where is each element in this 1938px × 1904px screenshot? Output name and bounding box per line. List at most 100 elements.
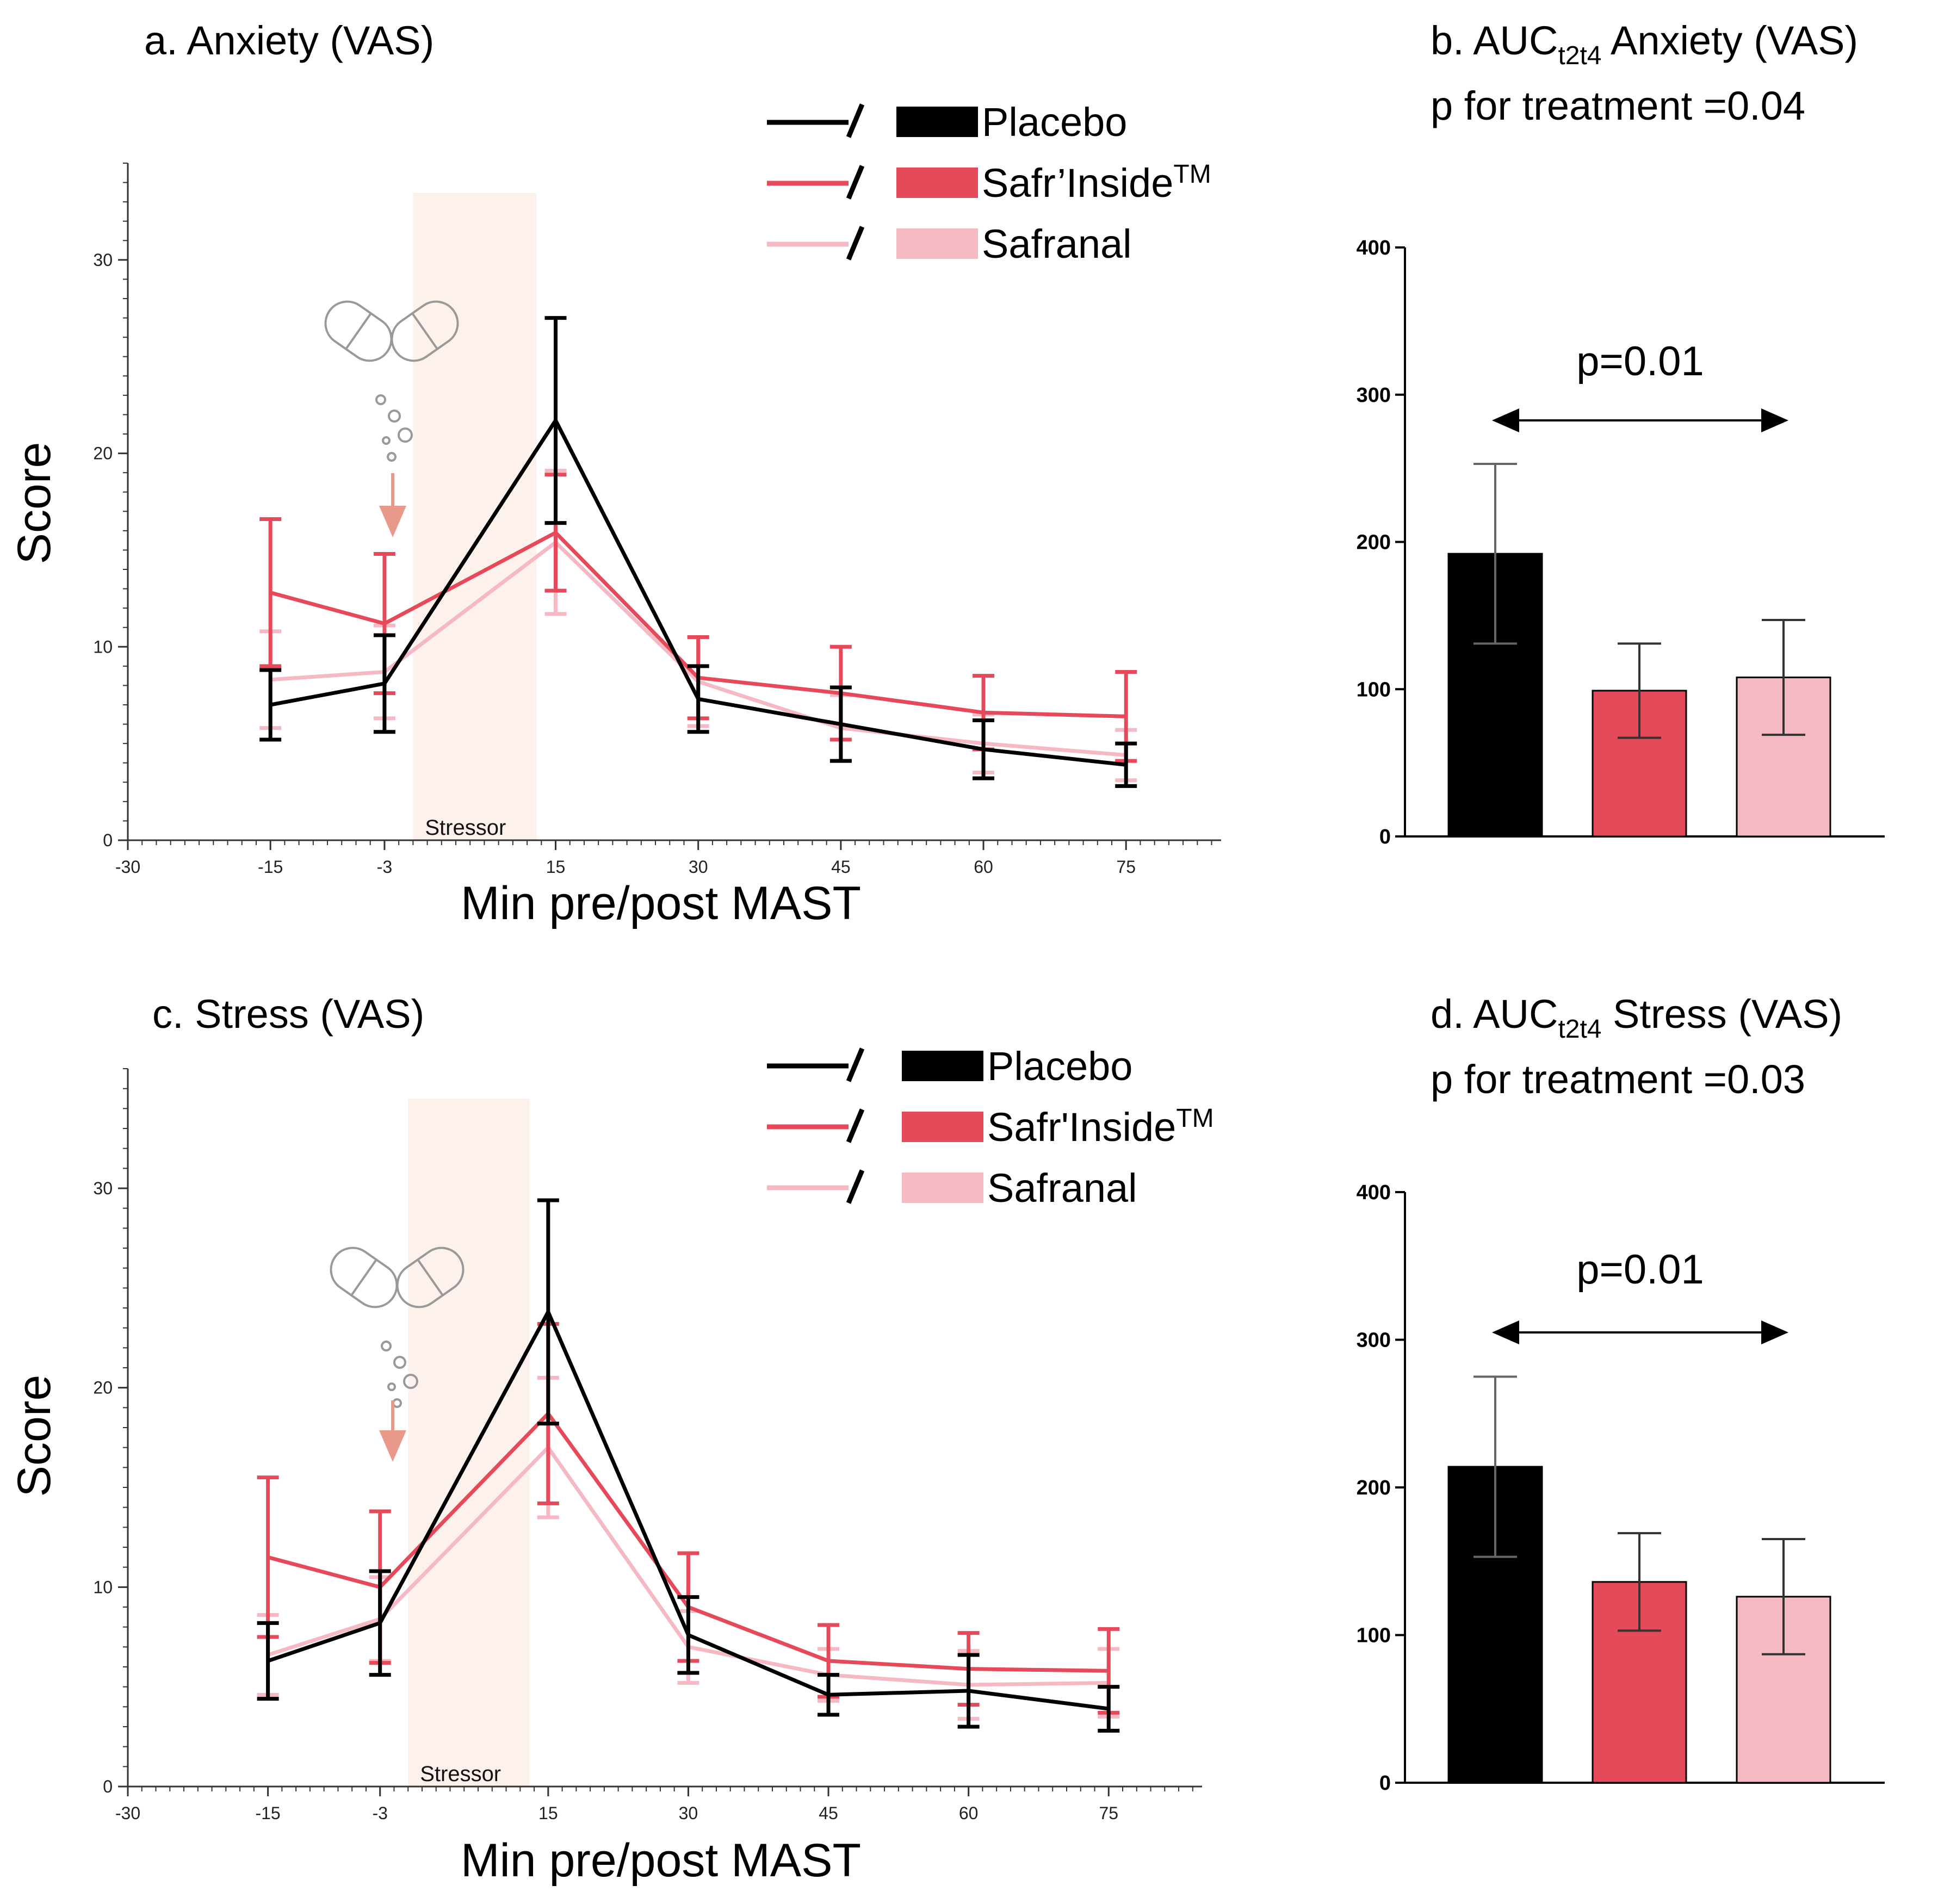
data-point-placebo [1107,1707,1111,1710]
panel-c-title: c. Stress (VAS) [152,991,424,1037]
panel-c-x-axis-label: Min pre/post MAST [461,1834,861,1887]
panel-a-axes: -30 -15 -3 15 30 45 60 75 0 10 20 30 [93,163,1221,877]
panel-a-stressor-label: Stressor [425,816,506,840]
bar-group-safranal [1736,618,1831,838]
bar-group-safrinside [1592,1532,1687,1784]
y-tick-label: 0 [103,1777,113,1796]
data-point-placebo [839,722,843,726]
arrow-head-left [1492,1320,1519,1344]
legend-label-placebo: Placebo [982,100,1127,145]
legend-swatch-safranal [902,1173,983,1203]
bar-group-placebo [1447,1375,1543,1784]
x-tick-label: -3 [377,857,392,877]
y-tick-label: 200 [1357,531,1391,554]
data-point-safrinside [1107,1669,1111,1673]
y-tick-label: 0 [103,830,113,850]
legend-placebo: Placebo [767,100,1127,145]
legend-placebo: Placebo [767,1044,1132,1089]
data-point-placebo [967,1689,970,1692]
panel-a-title: a. Anxiety (VAS) [144,18,434,63]
panel-d-comparison-arrow [1492,1320,1788,1344]
bar-safranal [1736,1596,1831,1784]
dosing-arrow-icon [379,1400,406,1462]
data-point-placebo [269,703,273,706]
panel-b-subtitle: p for treatment =0.04 [1431,83,1805,128]
series-placebo [259,316,1137,788]
data-point-placebo [378,1621,382,1625]
x-tick-label: 75 [1099,1803,1118,1823]
panel-a-stressor-band [413,193,537,840]
panel-c-axes: -30 -15 -3 15 30 45 60 75 0 10 20 30 [93,1068,1202,1823]
panel-d-plot-area [1447,1375,1831,1784]
legend-swatch-safranal [896,228,978,259]
data-point-placebo [1124,763,1128,767]
x-tick-label: -15 [255,1803,280,1823]
y-tick-label: 400 [1357,237,1391,259]
legend-safrinside: Safr’InsideTM [767,160,1211,206]
x-tick-label: -30 [115,857,140,877]
x-tick-label: -15 [258,857,283,877]
bar-group-placebo [1447,463,1543,838]
y-tick-label: 20 [93,444,113,463]
legend-swatch-safrinside [902,1112,983,1142]
data-point-safrinside [982,711,986,715]
data-point-safrinside [1124,715,1128,718]
panel-d-subtitle: p for treatment =0.03 [1431,1057,1805,1102]
data-point-placebo [686,1633,690,1637]
data-point-placebo [382,681,386,685]
bar-group-safrinside [1592,642,1687,838]
panel-a-plot-area [259,316,1137,788]
panel-b-plot-area [1447,463,1831,838]
panel-c-plot-area [257,1198,1120,1733]
panel-c-stress-line-chart: c. Stress (VAS) Stressor -30 -15 -3 15 30 45 6… [8,991,1214,1887]
legend-safrinside: Safr'InsideTM [767,1104,1214,1150]
data-point-placebo [827,1693,831,1697]
y-tick-label: 20 [93,1378,113,1398]
data-point-safrinside [827,1659,831,1663]
arrow-head-left [1492,408,1519,432]
panel-b-anxiety-auc-bar-chart: b. AUCt2t4 Anxiety (VAS) p for treatment… [1357,18,1885,848]
x-tick-label: 15 [546,857,566,877]
panel-b-p-value: p=0.01 [1576,338,1704,384]
panel-a-y-axis-label: Score [8,442,60,565]
legend-swatch-placebo [902,1051,983,1081]
y-tick-label: 300 [1357,384,1391,407]
x-tick-label: 75 [1116,857,1136,877]
arrow-head-right [1761,1320,1788,1344]
capsule-icon [330,1246,465,1408]
y-tick-label: 100 [1357,678,1391,701]
series-placebo [257,1198,1120,1733]
panel-d-stress-auc-bar-chart: d. AUCt2t4 Stress (VAS) p for treatment … [1357,991,1885,1795]
legend-safranal: Safranal [767,221,1132,266]
x-tick-label: -30 [115,1803,140,1823]
x-tick-label: 60 [959,1803,979,1823]
bar-group-safranal [1736,1538,1831,1784]
panel-a-x-axis-label: Min pre/post MAST [461,877,861,929]
panel-b-title: b. AUCt2t4 Anxiety (VAS) [1431,18,1858,70]
panel-b-comparison-arrow [1492,408,1788,432]
legend-label-placebo: Placebo [987,1044,1132,1089]
data-point-safrinside [554,531,558,535]
y-tick-label: 10 [93,1577,113,1597]
dosing-arrow-icon [379,473,406,537]
y-tick-label: 300 [1357,1329,1391,1352]
legend-swatch-safrinside [896,168,978,198]
legend-label-safrinside: Safr’InsideTM [982,160,1211,206]
panel-d-p-value: p=0.01 [1576,1246,1704,1293]
legend-label-safrinside: Safr'InsideTM [987,1104,1214,1150]
data-point-placebo [696,697,700,701]
panel-a-anxiety-line-chart: a. Anxiety (VAS) Stressor -30 -15 -3 15 30 45… [8,18,1221,929]
data-point-placebo [266,1659,270,1663]
panel-a-legend: Placebo Safr’InsideTM Safranal [767,100,1211,266]
panel-c-stressor-label: Stressor [420,1762,501,1786]
data-point-placebo [546,1310,550,1314]
capsule-icon [324,300,459,462]
legend-swatch-placebo [896,107,978,137]
x-tick-label: 30 [689,857,708,877]
panel-c-legend: Placebo Safr'InsideTM Safranal [767,1044,1214,1211]
y-tick-label: 30 [93,250,113,270]
y-tick-label: 100 [1357,1624,1391,1647]
x-tick-label: 30 [679,1803,698,1823]
x-tick-label: 15 [538,1803,558,1823]
